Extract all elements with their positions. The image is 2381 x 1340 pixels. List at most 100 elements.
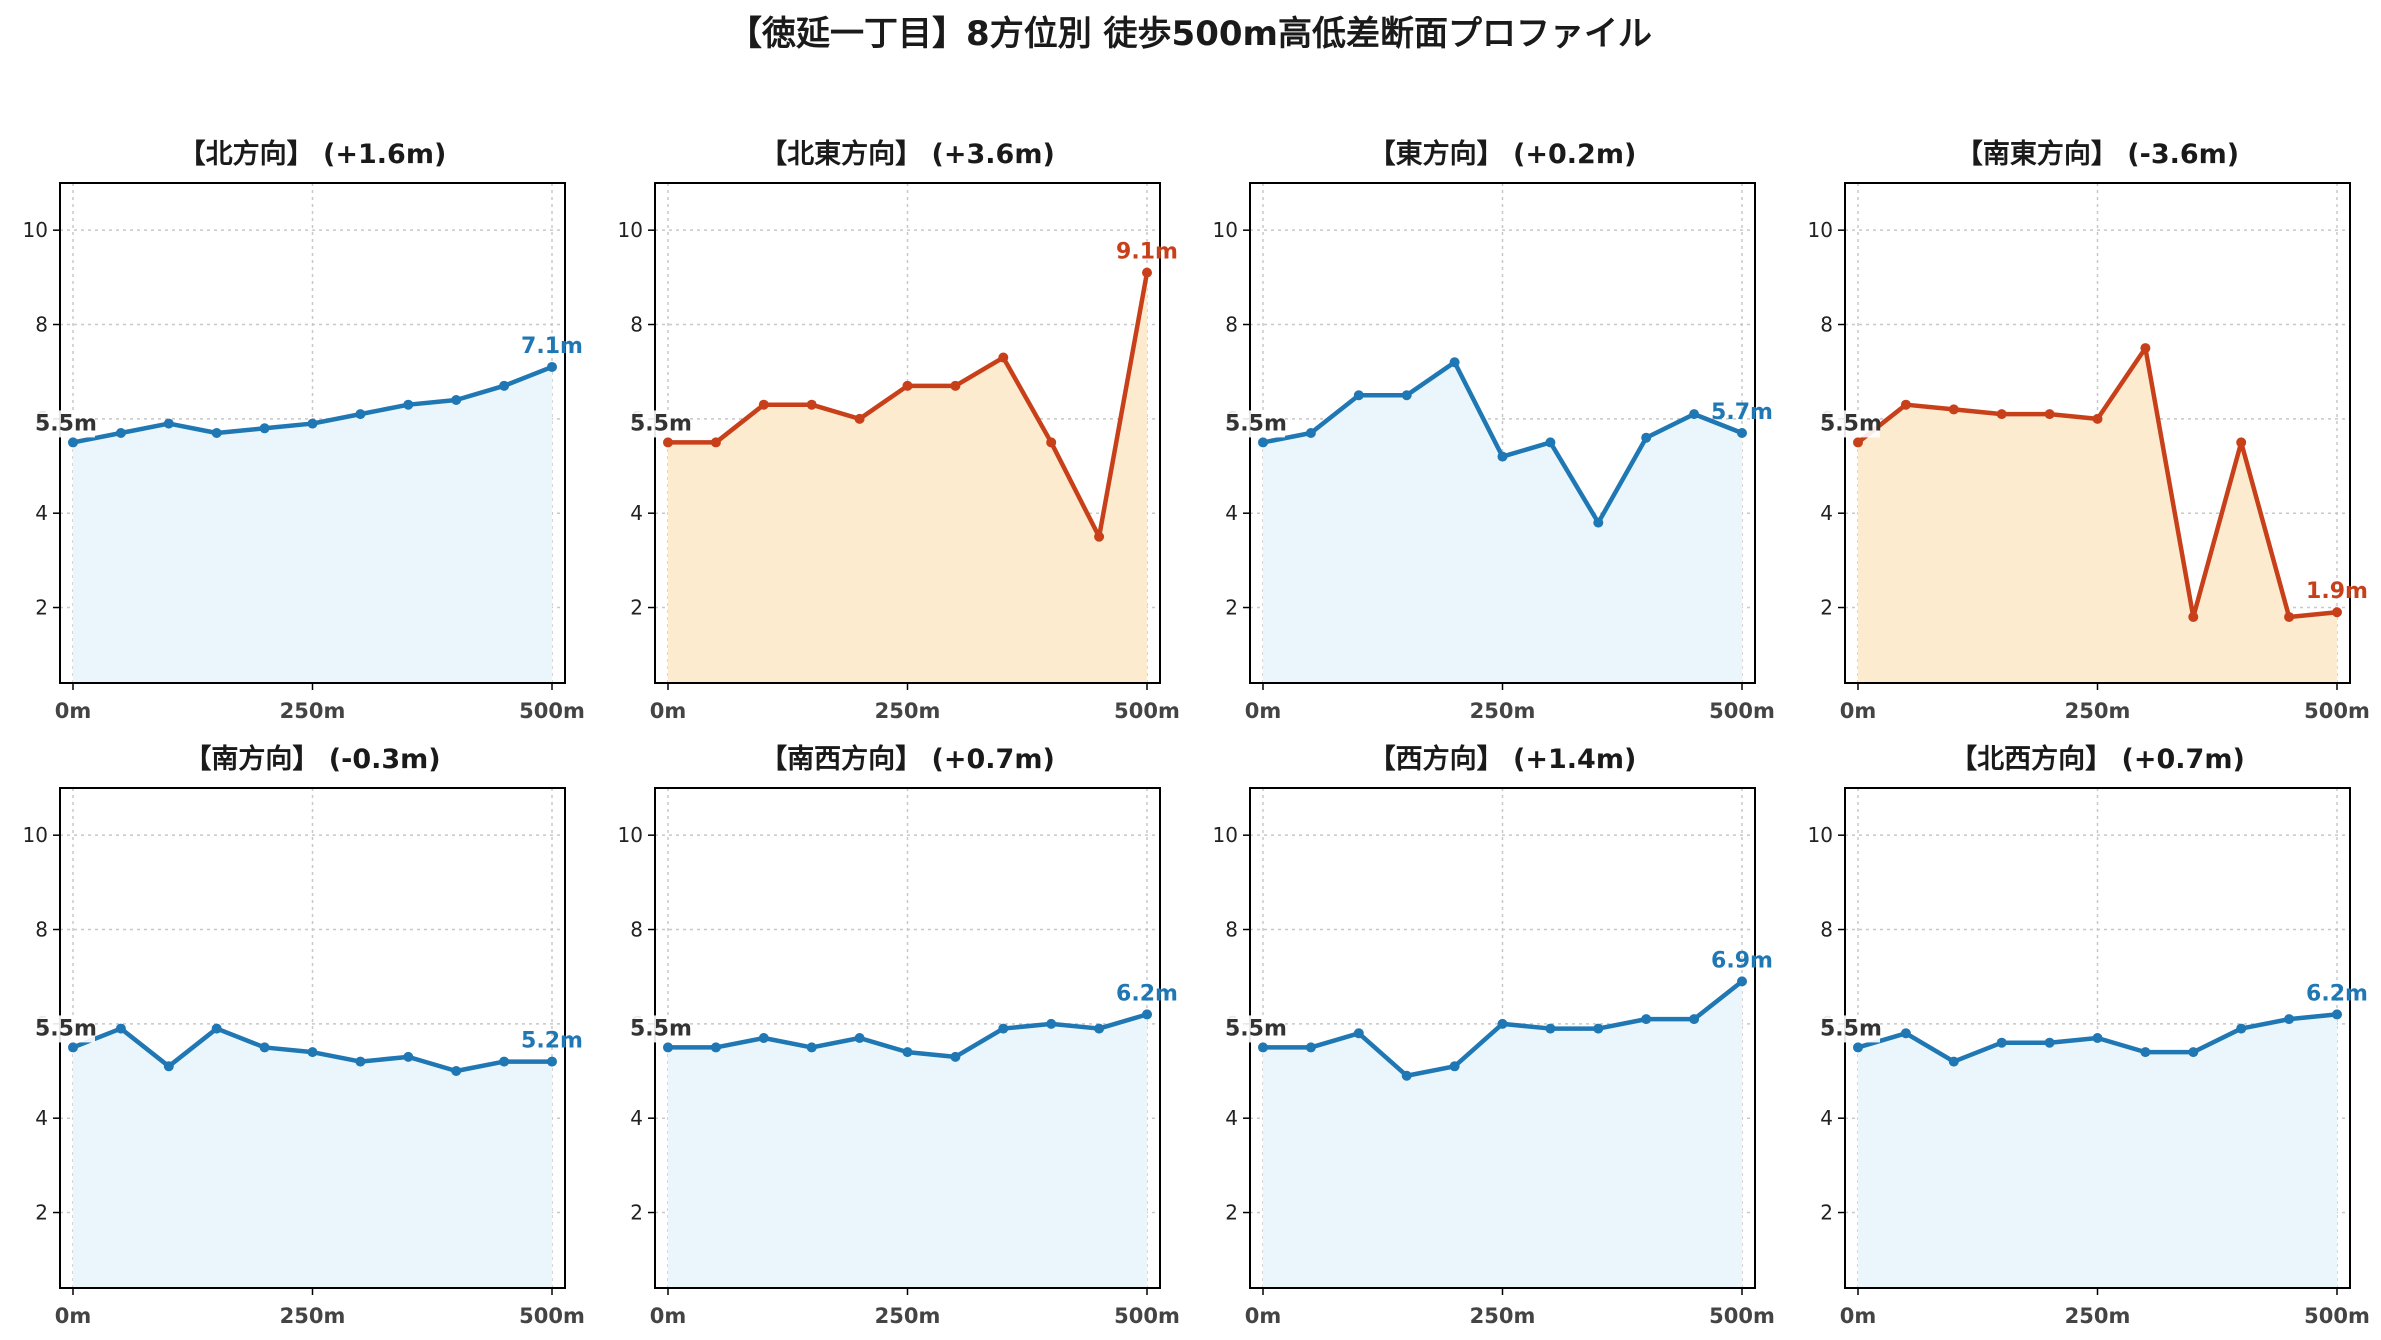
data-point (307, 418, 318, 429)
x-tick-label: 0m (1840, 699, 1877, 723)
data-point (950, 1051, 961, 1062)
data-point (355, 1056, 366, 1067)
data-point (2236, 1023, 2247, 1034)
y-tick-label: 4 (1820, 1106, 1833, 1130)
data-point (2284, 611, 2295, 622)
data-point (1497, 1018, 1508, 1029)
panel: 【西方向】 (+1.4m)2468100m250m500m5.5m6.9m (1213, 743, 1775, 1328)
y-tick-label: 4 (630, 501, 643, 525)
y-tick-label: 10 (1808, 823, 1833, 847)
data-point (1737, 976, 1747, 987)
data-point (1401, 1070, 1412, 1081)
data-point (710, 1042, 721, 1053)
data-point (854, 413, 865, 424)
data-point (1142, 267, 1152, 278)
data-point (2140, 343, 2151, 354)
data-point (2092, 413, 2103, 424)
x-tick-label: 500m (519, 1304, 585, 1328)
y-tick-label: 8 (1225, 918, 1238, 942)
x-tick-label: 0m (1245, 699, 1282, 723)
x-tick-label: 250m (280, 1304, 346, 1328)
figure-title: 【徳延一丁目】8方位別 徒歩500m高低差断面プロファイル (728, 14, 1652, 54)
data-point (710, 437, 721, 448)
x-tick-label: 250m (1470, 699, 1536, 723)
y-tick-label: 2 (1225, 1201, 1238, 1225)
y-tick-label: 10 (1213, 218, 1238, 242)
data-point (1449, 357, 1460, 368)
data-point (115, 1023, 126, 1034)
data-point (998, 352, 1009, 363)
panel: 【東方向】 (+0.2m)2468100m250m500m5.5m5.7m (1213, 138, 1775, 723)
panel: 【南西方向】 (+0.7m)2468100m250m500m5.5m6.2m (618, 743, 1180, 1328)
data-point (2332, 607, 2342, 618)
data-point (403, 399, 414, 410)
end-label: 7.1m (521, 334, 583, 359)
area-fill (73, 366, 552, 683)
start-label: 5.5m (1820, 411, 1882, 436)
start-label-box (1818, 1015, 1880, 1043)
data-point (1737, 428, 1747, 438)
data-point (68, 1042, 78, 1053)
y-tick-label: 10 (1213, 823, 1238, 847)
panel-title: 【西方向】 (+1.4m) (1369, 743, 1637, 775)
y-tick-label: 10 (618, 823, 643, 847)
data-point (806, 1042, 817, 1053)
start-label-box (1223, 1015, 1285, 1043)
data-point (854, 1033, 865, 1043)
y-tick-label: 10 (618, 218, 643, 242)
y-tick-label: 4 (35, 1106, 48, 1130)
data-point (2236, 437, 2247, 448)
data-point (211, 1023, 222, 1034)
y-tick-label: 2 (630, 1201, 643, 1225)
y-tick-label: 2 (630, 596, 643, 620)
x-tick-label: 500m (1709, 1304, 1775, 1328)
start-label-box (33, 410, 95, 438)
y-tick-label: 10 (23, 218, 48, 242)
y-tick-label: 8 (35, 918, 48, 942)
start-label: 5.5m (1225, 1016, 1287, 1041)
data-point (1258, 437, 1268, 448)
data-point (403, 1051, 414, 1062)
x-tick-label: 0m (55, 699, 92, 723)
data-point (1401, 390, 1412, 401)
data-point (499, 1056, 510, 1067)
area-fill (1263, 362, 1742, 683)
x-tick-label: 500m (1114, 1304, 1180, 1328)
data-point (1497, 451, 1508, 462)
panel-title: 【南西方向】 (+0.7m) (760, 743, 1055, 775)
data-point (307, 1047, 318, 1058)
x-tick-label: 0m (650, 1304, 687, 1328)
start-label: 5.5m (630, 411, 692, 436)
data-point (1094, 531, 1105, 542)
data-point (758, 399, 769, 410)
panel: 【北西方向】 (+0.7m)2468100m250m500m5.5m6.2m (1808, 743, 2370, 1328)
panel-title: 【北方向】 (+1.6m) (179, 138, 447, 170)
data-point (1996, 409, 2007, 420)
y-tick-label: 2 (35, 1201, 48, 1225)
area-fill (1858, 348, 2337, 683)
data-point (355, 409, 366, 420)
y-tick-label: 8 (630, 313, 643, 337)
y-tick-label: 2 (1225, 596, 1238, 620)
end-label: 6.2m (2306, 981, 2368, 1006)
data-point (1142, 1009, 1152, 1020)
y-tick-label: 8 (1820, 918, 1833, 942)
x-tick-label: 500m (2304, 1304, 2370, 1328)
data-point (1305, 1042, 1316, 1053)
area-fill (668, 1014, 1147, 1288)
x-tick-label: 500m (519, 699, 585, 723)
end-label: 9.1m (1116, 240, 1178, 265)
data-point (902, 380, 913, 391)
x-tick-label: 250m (280, 699, 346, 723)
x-tick-label: 250m (1470, 1304, 1536, 1328)
x-tick-label: 0m (1245, 1304, 1282, 1328)
data-point (1948, 1056, 1959, 1067)
data-point (1689, 409, 1700, 420)
panel: 【南東方向】 (-3.6m)2468100m250m500m5.5m1.9m (1808, 138, 2370, 723)
data-point (451, 1066, 462, 1077)
data-point (1900, 1028, 1911, 1039)
data-point (663, 437, 673, 448)
y-tick-label: 2 (35, 596, 48, 620)
data-point (1853, 1042, 1863, 1053)
